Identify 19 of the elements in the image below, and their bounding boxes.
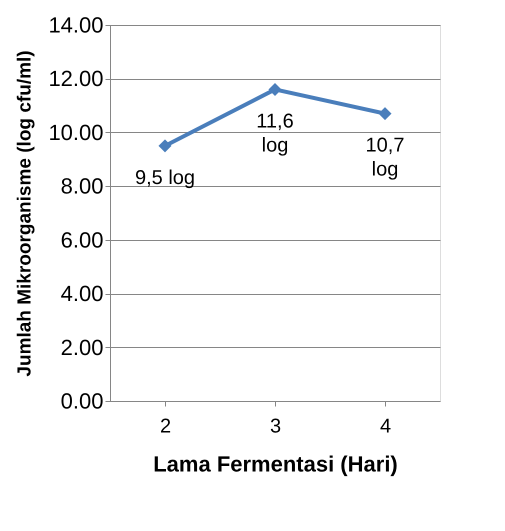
y-tick-label: 12.00: [48, 66, 104, 92]
y-tick-label: 6.00: [60, 227, 104, 252]
y-tick-label: 0.00: [60, 388, 104, 414]
y-tick-label: 8.00: [60, 174, 104, 199]
x-axis-title: Lama Fermentasi (Hari): [153, 452, 398, 476]
x-tick-label: 3: [270, 416, 282, 438]
y-tick-label: 2.00: [60, 334, 104, 360]
y-tick-label: 14.00: [48, 12, 104, 38]
x-tick-label: 2: [160, 416, 172, 438]
y-tick-label: 10.00: [48, 120, 104, 145]
x-tick-label: 4: [380, 416, 392, 438]
y-axis-title: Jumlah Mikroorganisme (log cfu/ml): [14, 50, 36, 377]
point: [268, 82, 282, 96]
data-label: 9,5 log: [134, 166, 196, 189]
point: [378, 107, 392, 120]
y-tick-label: 4.00: [60, 281, 104, 306]
data-label: 10,7 log: [366, 134, 404, 181]
data-label: 11,6 log: [256, 110, 294, 156]
point: [158, 139, 172, 152]
